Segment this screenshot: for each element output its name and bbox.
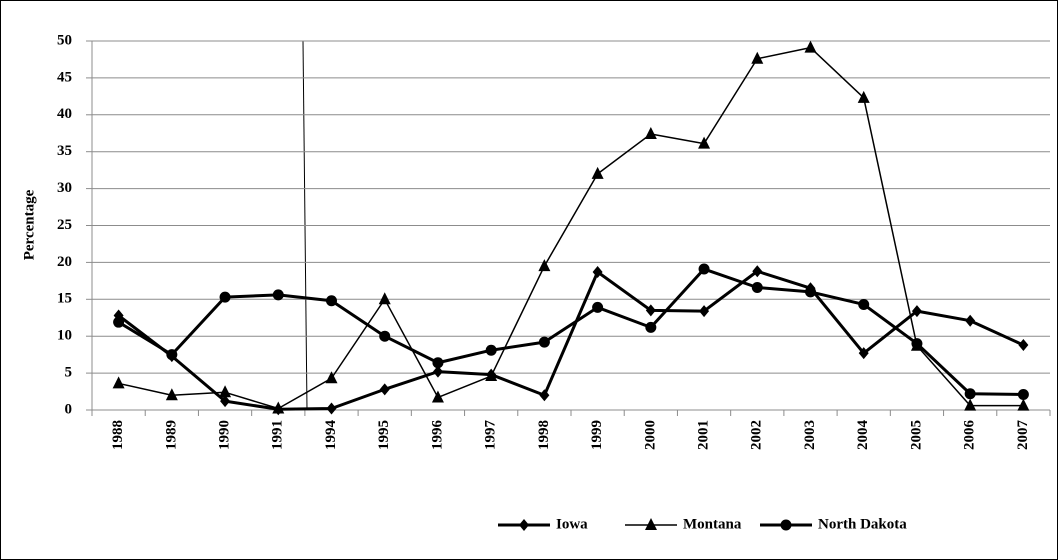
data-point xyxy=(112,376,125,389)
data-point xyxy=(219,291,231,303)
legend-label: Iowa xyxy=(556,516,588,532)
data-point xyxy=(698,263,710,275)
data-point xyxy=(911,338,923,350)
data-point xyxy=(752,265,763,278)
data-point xyxy=(220,395,231,408)
data-point xyxy=(591,166,604,179)
data-point xyxy=(379,330,391,342)
data-point xyxy=(432,365,443,378)
x-tick-label: 1999 xyxy=(589,420,605,450)
data-point xyxy=(645,304,656,317)
data-point xyxy=(326,295,337,307)
data-point xyxy=(751,281,763,293)
legend-label: Montana xyxy=(683,516,742,532)
data-point xyxy=(539,389,550,402)
data-point xyxy=(911,305,922,318)
data-point xyxy=(1018,339,1029,352)
x-tick-label: 1989 xyxy=(163,420,179,450)
data-point xyxy=(166,349,178,361)
y-axis-label: Percentage xyxy=(21,189,37,260)
data-point xyxy=(805,286,816,298)
legend-marker xyxy=(645,518,657,530)
x-tick-label: 1994 xyxy=(323,420,339,451)
x-tick-label: 1991 xyxy=(270,420,286,450)
y-tick-label: 30 xyxy=(57,180,72,196)
legend-marker xyxy=(780,519,792,531)
series-line xyxy=(117,267,1024,397)
x-tick-label: 2001 xyxy=(695,420,711,450)
x-tick-label: 2006 xyxy=(962,420,978,451)
y-tick-label: 15 xyxy=(57,291,72,307)
x-tick-label: 1997 xyxy=(483,419,499,450)
data-point xyxy=(485,369,498,382)
data-point xyxy=(965,314,976,327)
x-tick-label: 2005 xyxy=(908,420,924,450)
data-point xyxy=(644,126,657,139)
data-point xyxy=(804,40,817,53)
x-tick-label: 1995 xyxy=(376,420,392,450)
data-point xyxy=(379,383,390,396)
data-point xyxy=(1017,389,1029,401)
y-tick-label: 35 xyxy=(57,143,72,159)
y-tick-label: 45 xyxy=(57,69,72,85)
data-point xyxy=(485,344,497,356)
data-point xyxy=(431,390,444,403)
data-point xyxy=(272,289,284,301)
data-point xyxy=(326,402,337,415)
x-tick-label: 1996 xyxy=(429,420,445,451)
y-tick-label: 10 xyxy=(57,328,72,344)
data-point xyxy=(113,316,125,328)
data-point xyxy=(1017,398,1030,411)
data-point xyxy=(751,51,764,64)
legend-marker xyxy=(519,519,529,531)
x-tick-label: 2004 xyxy=(855,420,871,451)
x-tick-label: 2007 xyxy=(1015,420,1031,451)
data-point xyxy=(857,90,870,103)
data-point xyxy=(219,385,232,398)
data-point xyxy=(592,301,604,313)
x-tick-label: 2002 xyxy=(749,420,765,450)
x-tick-label: 1998 xyxy=(536,420,552,450)
data-point xyxy=(858,347,869,360)
data-point xyxy=(165,388,178,401)
x-tick-label: 2003 xyxy=(802,420,818,450)
y-tick-label: 0 xyxy=(65,401,73,417)
data-point xyxy=(645,321,657,333)
data-point xyxy=(325,371,338,384)
data-point xyxy=(432,357,444,369)
y-tick-label: 5 xyxy=(65,365,73,381)
data-point xyxy=(858,298,870,310)
data-point xyxy=(538,259,551,272)
y-tick-label: 40 xyxy=(57,106,72,122)
data-point xyxy=(592,265,603,278)
x-tick-label: 1990 xyxy=(216,420,232,450)
y-tick-label: 25 xyxy=(57,217,72,233)
legend-label: North Dakota xyxy=(818,516,907,532)
series-line xyxy=(118,46,1024,410)
y-tick-label: 50 xyxy=(57,32,72,48)
data-point xyxy=(272,401,285,414)
x-tick-label: 2000 xyxy=(642,420,658,450)
series-line xyxy=(117,269,1025,411)
data-point xyxy=(698,136,711,149)
data-point xyxy=(964,388,976,400)
data-point xyxy=(538,336,550,348)
data-point xyxy=(378,292,391,305)
data-point xyxy=(964,398,977,411)
y-tick-label: 20 xyxy=(57,254,72,270)
data-point xyxy=(699,305,710,318)
x-tick-label: 1988 xyxy=(110,420,126,450)
